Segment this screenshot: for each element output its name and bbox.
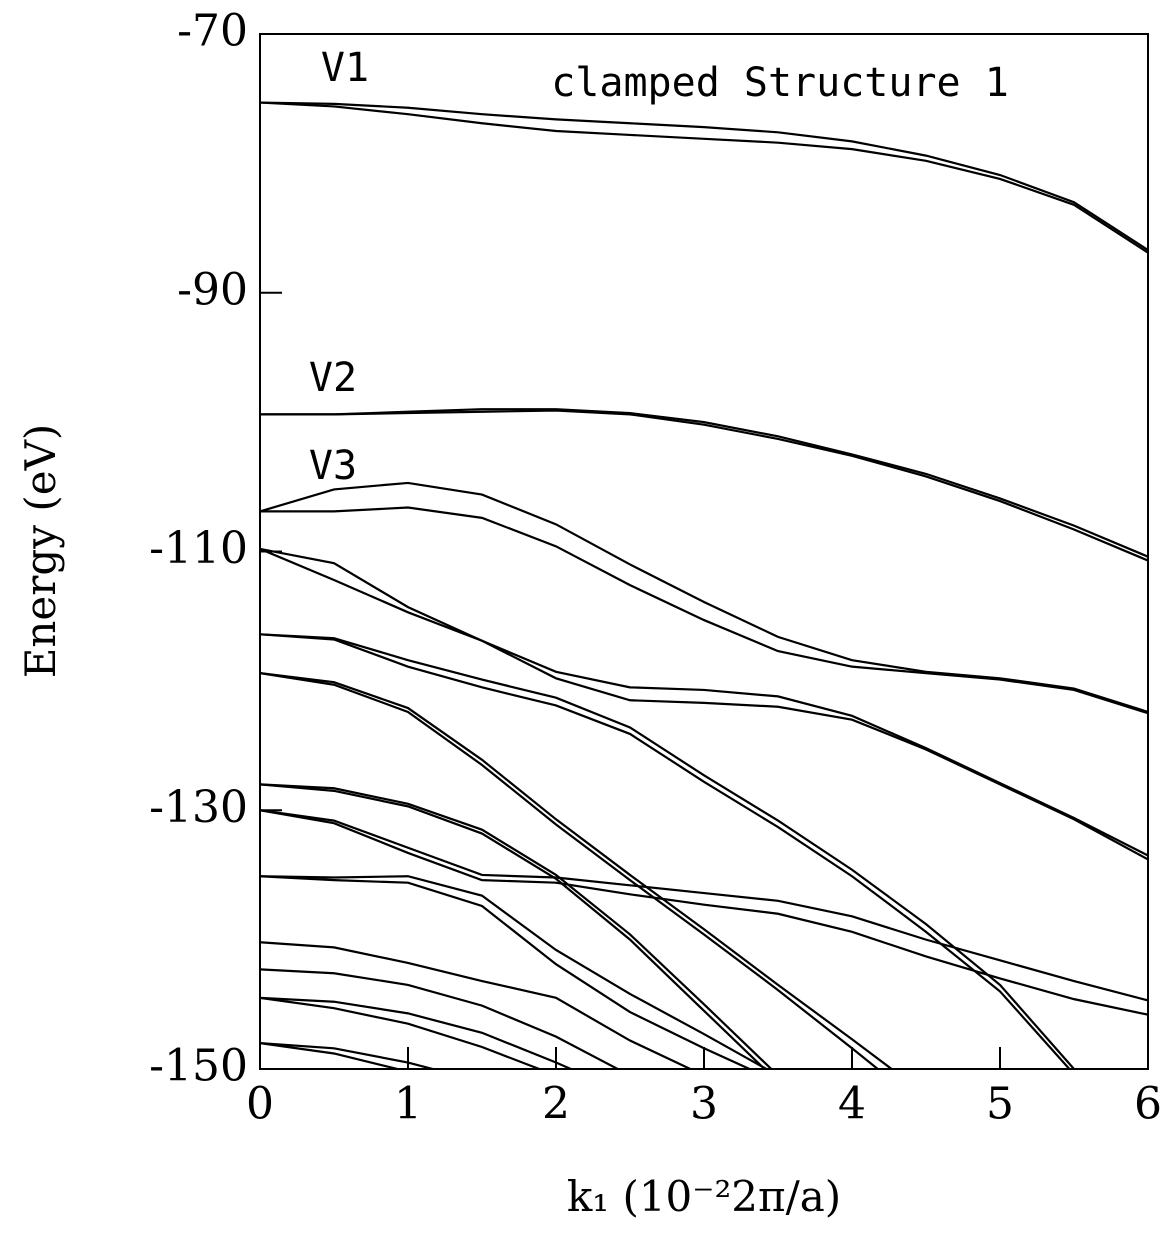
annotation: V1 bbox=[321, 45, 369, 91]
band-line bbox=[260, 783, 773, 1069]
band-line bbox=[260, 1042, 438, 1069]
annotation: V3 bbox=[309, 443, 357, 489]
band-line bbox=[260, 547, 1148, 857]
band-line bbox=[260, 783, 767, 1069]
band-line bbox=[260, 409, 1148, 562]
x-tick-label: 5 bbox=[986, 1079, 1014, 1130]
x-tick-label: 1 bbox=[394, 1079, 422, 1130]
x-tick-label: 3 bbox=[690, 1079, 718, 1130]
band-line bbox=[260, 875, 753, 1069]
band-line bbox=[260, 547, 1148, 861]
band-line bbox=[260, 101, 1148, 254]
y-tick-label: -130 bbox=[149, 782, 248, 833]
band-line bbox=[260, 481, 1148, 713]
band-line bbox=[260, 875, 769, 1069]
band-line bbox=[260, 672, 880, 1069]
y-tick-label: -70 bbox=[177, 6, 248, 57]
band-line bbox=[260, 996, 574, 1069]
band-line bbox=[260, 809, 1148, 1016]
x-tick-label: 0 bbox=[246, 1079, 274, 1130]
y-tick-label: -110 bbox=[149, 523, 248, 574]
band-line bbox=[260, 1042, 403, 1069]
annotation: V2 bbox=[309, 355, 357, 401]
band-line bbox=[260, 996, 543, 1069]
y-axis-label: Energy (eV) bbox=[16, 424, 65, 679]
annotation: clamped Structure 1 bbox=[551, 60, 1009, 106]
plot-frame bbox=[259, 33, 1149, 1070]
band-line bbox=[260, 633, 1071, 1069]
band-line bbox=[260, 101, 1148, 251]
band-line bbox=[260, 809, 1148, 1002]
x-tick-label: 6 bbox=[1134, 1079, 1162, 1130]
band-line bbox=[260, 408, 1148, 558]
band-line bbox=[260, 672, 894, 1069]
x-axis-label: k₁ (10⁻²2π/a) bbox=[567, 1172, 841, 1221]
band-line bbox=[260, 633, 1075, 1069]
plot-lines bbox=[260, 101, 1148, 1069]
band-line bbox=[260, 506, 1148, 715]
y-tick-label: -90 bbox=[177, 264, 248, 315]
band-line bbox=[260, 941, 693, 1069]
x-tick-label: 2 bbox=[542, 1079, 570, 1130]
y-tick-label: -150 bbox=[149, 1041, 248, 1092]
x-tick-label: 4 bbox=[838, 1079, 866, 1130]
band-line bbox=[260, 968, 621, 1069]
